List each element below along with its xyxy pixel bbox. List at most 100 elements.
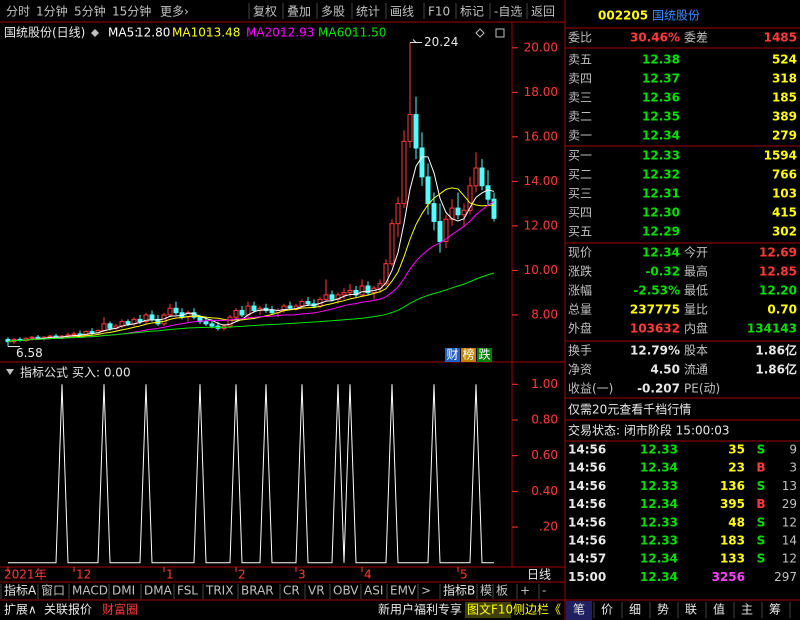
tick-price: 12.33 [640, 515, 678, 529]
tab[interactable]: DMI [112, 584, 135, 598]
tick-volume: 395 [720, 497, 745, 511]
toolbar-button[interactable]: 更多› [160, 5, 189, 19]
ma-label: MA20: [246, 26, 284, 40]
tab[interactable]: VR [308, 584, 325, 598]
tick-time: 14:56 [568, 443, 606, 457]
tab[interactable]: MACD [72, 584, 108, 598]
tab[interactable]: + [520, 584, 530, 598]
bottom-button[interactable]: 新用户福利专享 [378, 602, 462, 617]
book-volume: 318 [772, 72, 797, 86]
panel-tab[interactable]: 值 [713, 602, 725, 617]
book-price: 12.30 [642, 206, 680, 220]
candle-body [491, 198, 497, 219]
tab[interactable]: TRIX [205, 584, 233, 598]
tab[interactable]: 板 [496, 584, 508, 598]
bottom-button[interactable]: 侧边栏《 [513, 602, 561, 617]
candle-body [461, 209, 467, 216]
toolbar-button[interactable]: 多股 [321, 5, 345, 19]
tab[interactable]: - [542, 584, 546, 598]
low-label: 6.58 [16, 346, 43, 360]
panel-value: 30.46% [630, 31, 680, 45]
promo[interactable]: 仅需20元查看千档行情 [568, 403, 691, 417]
panel-tab[interactable]: 势 [657, 603, 669, 617]
quote-label: PE(动) [684, 382, 720, 396]
candle-body [71, 333, 77, 336]
bottom-button[interactable]: 关联报价 [44, 602, 92, 617]
candle-body [227, 316, 233, 327]
toolbar-button[interactable]: 1分钟 [36, 4, 68, 19]
book-label: 卖四 [568, 72, 592, 86]
toolbar-button[interactable]: 统计 [356, 5, 380, 19]
indicator-line [8, 384, 494, 564]
panel-tab[interactable]: 主 [741, 603, 753, 617]
toolbar-button[interactable]: 标记 [460, 5, 484, 19]
toolbar-button[interactable]: 复权 [253, 5, 277, 19]
toolbar-button[interactable]: 叠加 [287, 5, 311, 19]
tab[interactable]: BRAR [241, 584, 274, 598]
tab[interactable]: CR [283, 584, 300, 598]
tab[interactable]: DMA [144, 584, 173, 598]
indicator-title: 指标公式 [20, 365, 68, 380]
icon [495, 28, 505, 38]
bottom-button[interactable]: 图文F10 [467, 602, 513, 617]
candle-body [329, 294, 335, 300]
panel-tab[interactable]: 价 [601, 603, 613, 617]
candle-body [359, 285, 365, 296]
book-label: 卖五 [568, 53, 592, 67]
candle-body [413, 114, 419, 149]
toolbar-button[interactable]: F10 [428, 5, 450, 19]
candle-body [125, 321, 131, 325]
tick-time: 14:56 [568, 479, 606, 493]
quote-label: 换手 [568, 344, 592, 358]
panel-tab[interactable]: 细 [629, 603, 641, 617]
badge[interactable] [445, 348, 460, 362]
tick-side: S [757, 552, 766, 566]
tick-price: 12.34 [640, 461, 678, 475]
quote-value: 4.50 [650, 363, 680, 377]
quote-value: 12.20 [759, 284, 797, 298]
tab[interactable]: 模 [480, 584, 492, 598]
tab[interactable]: 窗口 [41, 584, 65, 598]
tick-price: 12.34 [640, 570, 678, 584]
tab[interactable]: > [421, 584, 431, 598]
bottom-button[interactable]: 扩展∧ [4, 603, 37, 617]
candle-body [479, 167, 485, 187]
candle-body [485, 185, 491, 200]
panel-tab[interactable]: 联 [685, 603, 697, 617]
book-price: 12.29 [642, 225, 680, 239]
badge-label[interactable]: 财 [446, 348, 458, 362]
candle-body [269, 309, 275, 314]
badge-label[interactable]: 榜 [462, 347, 474, 362]
ma-line [7, 187, 495, 343]
tab[interactable]: EMV [390, 584, 417, 598]
toolbar-button[interactable]: 15分钟 [112, 4, 151, 19]
quote-value: 103632 [630, 322, 680, 336]
period-label: 日线 [527, 568, 551, 582]
toolbar-button[interactable]: 返回 [531, 5, 555, 19]
bottom-button[interactable]: 财富圈 [102, 602, 138, 617]
tab[interactable]: OBV [333, 584, 359, 598]
toolbar-button[interactable]: -自选 [494, 5, 522, 19]
quote-label: 涨跌 [568, 264, 592, 279]
badge-label[interactable]: 跌 [478, 347, 490, 362]
toolbar-button[interactable]: 5分钟 [74, 4, 106, 19]
tab[interactable]: FSL [177, 584, 198, 598]
tick-side: S [757, 443, 766, 457]
tab[interactable]: 指标A [4, 583, 37, 598]
toolbar-button[interactable]: 分时 [6, 5, 30, 19]
book-volume: 185 [772, 91, 797, 105]
tab[interactable]: ASI [364, 584, 383, 598]
y-tick-label: 8.00 [531, 307, 558, 321]
quote-label: 流通 [684, 363, 708, 377]
book-volume: 524 [772, 53, 797, 67]
tab[interactable]: 指标B [443, 583, 475, 598]
book-label: 买四 [568, 206, 592, 220]
book-price: 12.31 [642, 187, 680, 201]
panel-tab[interactable]: 笔 [573, 602, 585, 617]
book-price: 12.35 [642, 110, 680, 124]
badge[interactable] [477, 348, 492, 362]
panel-tab[interactable]: 筹 [769, 603, 781, 617]
toolbar-button[interactable]: 画线 [390, 5, 414, 19]
badge[interactable] [461, 348, 476, 362]
